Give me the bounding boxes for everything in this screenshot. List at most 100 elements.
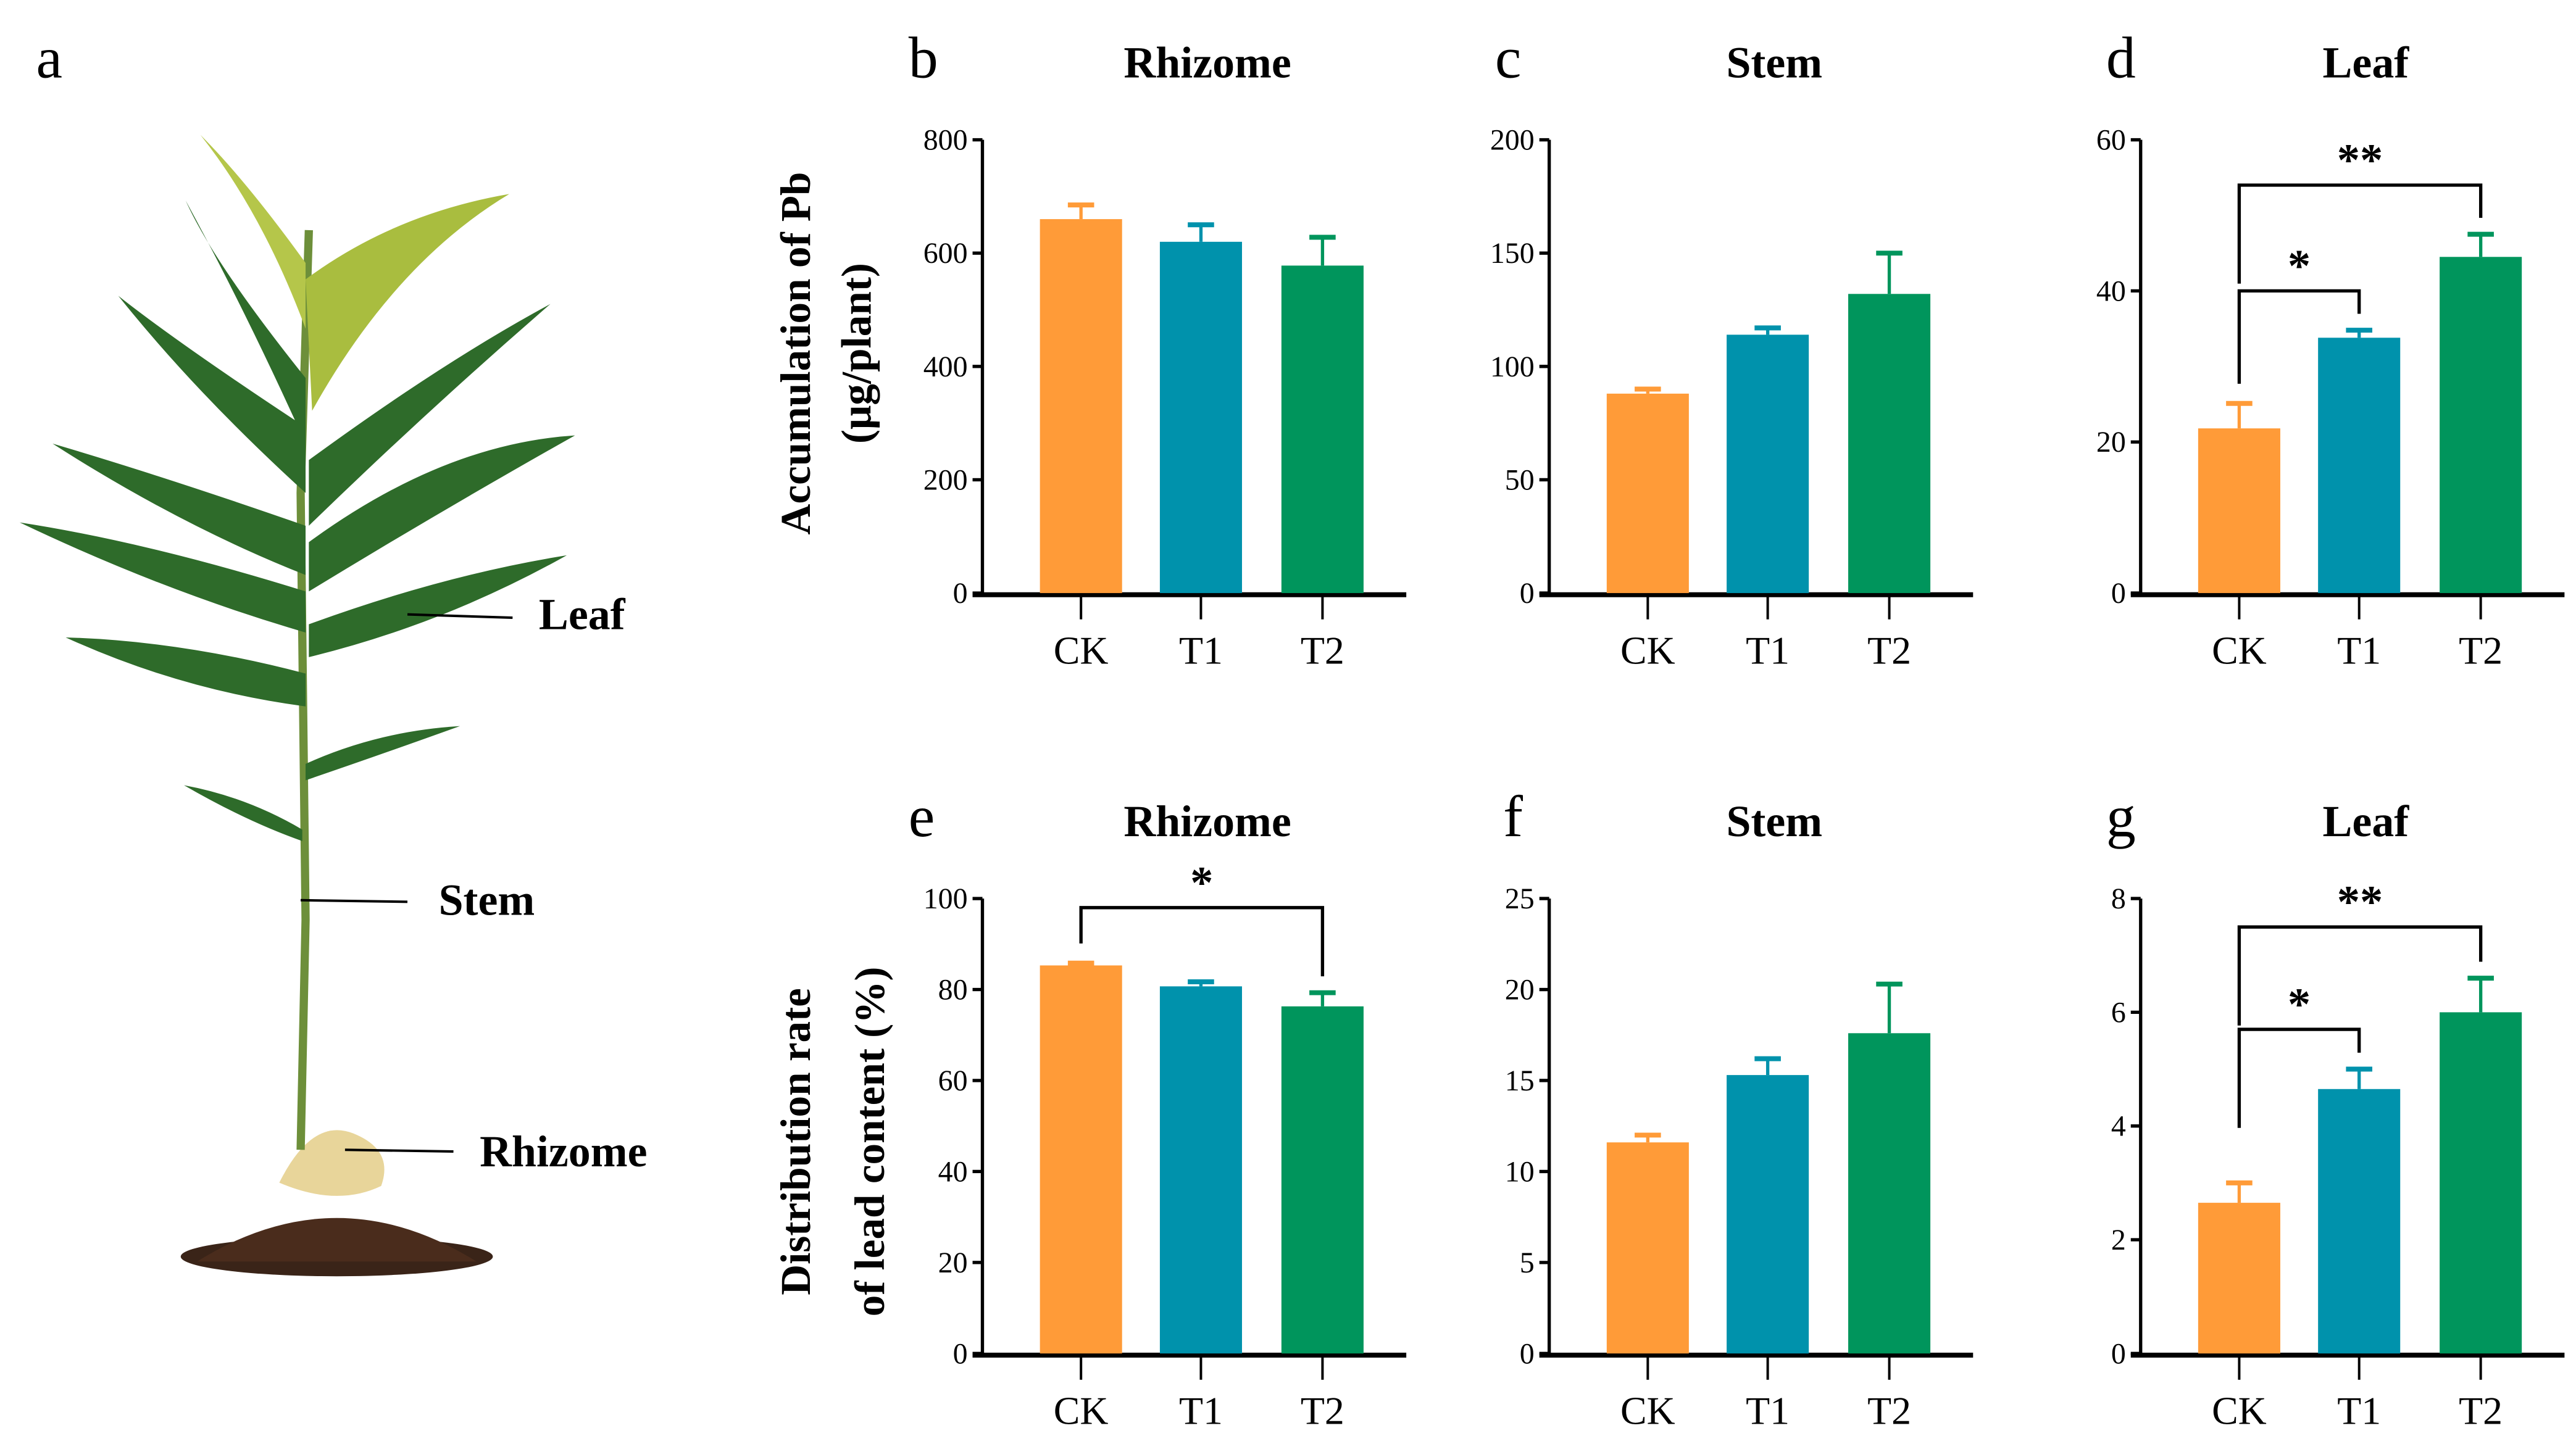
y-tick-label: 40 (938, 1155, 968, 1188)
chart-c: c Stem 0 50 100 150 200 CK T1 T2 (1490, 25, 1974, 673)
chart-e: e Rhizome 0 20 40 60 80 100 CK T1 T2 * (909, 784, 1407, 1433)
y-tick-label: 800 (923, 124, 968, 157)
chart-f: f Stem 0 5 10 15 20 25 CK T1 T2 (1503, 784, 1974, 1433)
y-tick-label: 200 (1490, 124, 1535, 157)
y-tick-label: 0 (1520, 577, 1535, 610)
ylabel-bottom-line2: of lead content (%) (846, 967, 893, 1317)
y-tick-label: 2 (2111, 1224, 2126, 1256)
bar-t1 (2318, 338, 2401, 594)
x-tick-label: CK (1620, 629, 1675, 673)
x-tick-label: T1 (2337, 629, 2381, 673)
y-axis-label-top: Accumulation of Pb (μg/plant) (772, 172, 880, 534)
significance-label: ** (2337, 877, 2383, 927)
bar-t1 (1159, 986, 1242, 1354)
significance-label: * (2288, 979, 2311, 1030)
label-rhizome: Rhizome (480, 1127, 647, 1176)
y-tick-label: 80 (938, 974, 968, 1006)
bar-ck (1040, 965, 1122, 1354)
significance-label: * (1190, 858, 1213, 908)
y-tick-label: 8 (2111, 882, 2126, 915)
bar-ck (2198, 428, 2280, 594)
y-tick-label: 100 (923, 882, 968, 915)
y-tick-label: 15 (1505, 1064, 1535, 1097)
significance-bracket (2237, 1027, 2361, 1128)
x-tick-label: CK (1054, 1389, 1109, 1433)
y-tick-label: 100 (1490, 351, 1535, 383)
panel-letter-c: c (1495, 25, 1522, 90)
x-tick-label: T1 (2337, 1389, 2381, 1433)
bar-t1 (2318, 1089, 2401, 1354)
x-tick-label: CK (2212, 1389, 2267, 1433)
stem-icon (296, 230, 313, 1150)
x-tick-label: T1 (1179, 1389, 1223, 1433)
x-tick-label: T2 (1867, 1389, 1911, 1433)
x-tick-label: T2 (1867, 629, 1911, 673)
y-tick-label: 60 (938, 1064, 968, 1097)
bar-ck (1606, 1142, 1689, 1354)
y-tick-label: 0 (953, 577, 968, 610)
x-tick-label: T2 (2459, 1389, 2503, 1433)
bar-t2 (2440, 257, 2522, 594)
bar-t2 (2440, 1012, 2522, 1354)
bar-t1 (1727, 1075, 1809, 1354)
y-tick-label: 40 (2096, 275, 2126, 307)
y-tick-label: 5 (1520, 1247, 1535, 1279)
y-tick-label: 0 (2111, 577, 2126, 610)
x-tick-label: T1 (1746, 629, 1790, 673)
bar-t1 (1159, 241, 1242, 594)
chart-title: Rhizome (1123, 38, 1291, 87)
leaf-pointer (407, 613, 513, 619)
x-tick-label: T2 (2459, 629, 2503, 673)
y-axis-label-bottom: Distribution rate of lead content (%) (772, 967, 893, 1317)
panel-letter-a: a (36, 25, 63, 90)
chart-title: Stem (1726, 38, 1822, 87)
chart-title: Stem (1726, 797, 1822, 846)
y-tick-label: 60 (2096, 124, 2126, 157)
x-tick-label: T1 (1746, 1389, 1790, 1433)
y-tick-label: 600 (923, 237, 968, 270)
significance-bracket (2237, 925, 2483, 1026)
panel-letter-e: e (909, 784, 935, 849)
x-tick-label: CK (2212, 629, 2267, 673)
panel-letter-g: g (2106, 784, 2136, 849)
y-tick-label: 6 (2111, 996, 2126, 1029)
ylabel-top-line2: (μg/plant) (833, 263, 880, 444)
panel-a: a Leaf Stem R (19, 25, 647, 1277)
bar-ck (1040, 219, 1122, 594)
leaves-icon (19, 135, 575, 841)
x-tick-label: T2 (1301, 629, 1344, 673)
significance-bracket (1079, 906, 1325, 977)
significance-label: * (2288, 241, 2311, 291)
rhizome-icon (279, 1130, 385, 1196)
y-tick-label: 20 (1505, 974, 1535, 1006)
ylabel-top-line1: Accumulation of Pb (772, 172, 819, 534)
significance-bracket (2237, 183, 2483, 284)
bar-ck (2198, 1203, 2280, 1354)
bar-t2 (1848, 1033, 1931, 1354)
y-tick-label: 200 (923, 463, 968, 496)
chart-title: Rhizome (1123, 797, 1291, 846)
label-leaf: Leaf (539, 590, 626, 639)
x-tick-label: T1 (1179, 629, 1223, 673)
bar-t2 (1848, 294, 1931, 594)
significance-bracket (2237, 289, 2361, 384)
panel-letter-b: b (909, 25, 938, 90)
panel-letter-f: f (1503, 784, 1523, 849)
x-tick-label: CK (1054, 629, 1109, 673)
panel-letter-d: d (2106, 25, 2136, 90)
y-tick-label: 50 (1505, 463, 1535, 496)
y-tick-label: 10 (1505, 1155, 1535, 1188)
chart-title: Leaf (2323, 797, 2410, 846)
y-tick-label: 150 (1490, 237, 1535, 270)
bar-t1 (1727, 334, 1809, 594)
y-tick-label: 0 (953, 1337, 968, 1370)
y-tick-label: 20 (938, 1247, 968, 1279)
y-tick-label: 0 (1520, 1337, 1535, 1370)
significance-label: ** (2337, 135, 2383, 186)
chart-title: Leaf (2323, 38, 2410, 87)
y-tick-label: 25 (1505, 882, 1535, 915)
chart-b: b Rhizome 0 200 400 600 800 CK T1 T2 (909, 25, 1407, 673)
